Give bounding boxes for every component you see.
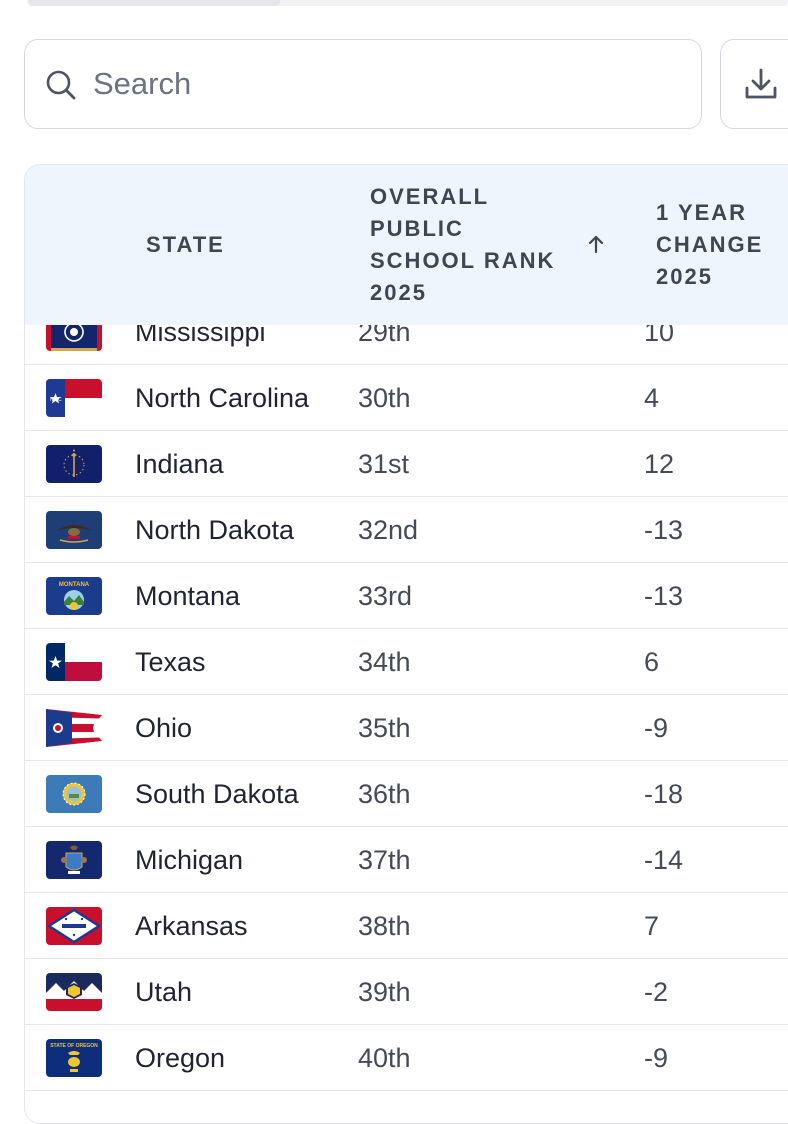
- change-value: -13: [644, 581, 684, 611]
- rank-value: 35th: [358, 713, 411, 743]
- change-value: 4: [644, 383, 660, 413]
- rank-value: 30th: [358, 383, 411, 413]
- state-name: North Carolina: [135, 383, 310, 413]
- arrow-up-icon[interactable]: [585, 233, 607, 255]
- change-value: -18: [644, 779, 684, 809]
- oregon-flag-text: STATE OF OREGON: [50, 1043, 98, 1049]
- table-row[interactable]: Indiana 31st 12: [25, 431, 788, 497]
- rankings-table: Mississippi 29th 10 N C North Carolina 3…: [24, 164, 788, 1124]
- rank-value: 38th: [358, 911, 411, 941]
- rank-value: 40th: [358, 1043, 411, 1073]
- table-row[interactable]: Utah 39th -2: [25, 959, 788, 1025]
- montana-flag-icon: MONTANA: [46, 577, 102, 615]
- ohio-flag-icon: [46, 709, 102, 747]
- table-row[interactable]: N C North Carolina 30th 4: [25, 365, 788, 431]
- indiana-flag-icon: [46, 445, 102, 483]
- svg-text:C: C: [58, 397, 62, 403]
- change-value: -14: [644, 845, 684, 875]
- rank-value: 36th: [358, 779, 411, 809]
- table-row[interactable]: Ohio 35th -9: [25, 695, 788, 761]
- state-name: Indiana: [135, 449, 224, 479]
- search-input[interactable]: [93, 62, 653, 106]
- rank-value: 37th: [358, 845, 411, 875]
- rank-value: 39th: [358, 977, 411, 1007]
- table-row[interactable]: Michigan 37th -14: [25, 827, 788, 893]
- change-value: -2: [644, 977, 669, 1007]
- arkansas-flag-icon: [46, 907, 102, 945]
- table-row[interactable]: Arkansas 38th 7: [25, 893, 788, 959]
- rank-value: 32nd: [358, 515, 419, 545]
- top-tab-bar: [28, 0, 788, 6]
- change-value: -9: [644, 713, 669, 743]
- north-carolina-flag-icon: N C: [46, 379, 102, 417]
- search-icon: [46, 70, 76, 100]
- top-tab-active: [28, 0, 280, 6]
- rank-value: 33rd: [358, 581, 413, 611]
- state-name: Arkansas: [135, 911, 248, 941]
- state-name: Utah: [135, 977, 193, 1007]
- state-name: Ohio: [135, 713, 193, 743]
- download-button[interactable]: [720, 39, 788, 129]
- table-row[interactable]: South Dakota 36th -18: [25, 761, 788, 827]
- download-icon: [745, 68, 777, 99]
- column-header-change[interactable]: 1 YEAR CHANGE 2025: [656, 200, 764, 289]
- utah-flag-icon: [46, 973, 102, 1011]
- michigan-flag-icon: [46, 841, 102, 879]
- state-name: North Dakota: [135, 515, 295, 545]
- north-dakota-flag-icon: [46, 511, 102, 549]
- montana-flag-text: MONTANA: [59, 582, 90, 588]
- state-name: Oregon: [135, 1043, 226, 1073]
- table-row[interactable]: STATE OF OREGON Oregon 40th -9: [25, 1025, 788, 1091]
- column-header-rank[interactable]: OVERALL PUBLIC SCHOOL RANK 2025: [370, 184, 556, 305]
- rank-value: 31st: [358, 449, 410, 479]
- search-box[interactable]: [24, 39, 702, 129]
- svg-text:N: N: [50, 397, 54, 403]
- texas-flag-icon: [46, 643, 102, 681]
- table-row[interactable]: MONTANA Montana 33rd -13: [25, 563, 788, 629]
- table-row[interactable]: North Dakota 32nd -13: [25, 497, 788, 563]
- state-name: Montana: [135, 581, 241, 611]
- south-dakota-flag-icon: [46, 775, 102, 813]
- change-value: 7: [644, 911, 660, 941]
- state-name: South Dakota: [135, 779, 299, 809]
- oregon-flag-icon: STATE OF OREGON: [46, 1039, 102, 1077]
- table-row[interactable]: Texas 34th 6: [25, 629, 788, 695]
- change-value: -9: [644, 1043, 669, 1073]
- column-header-state[interactable]: STATE: [146, 232, 225, 257]
- change-value: 6: [644, 647, 660, 677]
- change-value: 12: [644, 449, 675, 479]
- change-value: -13: [644, 515, 684, 545]
- state-name: Texas: [135, 647, 206, 677]
- state-name: Michigan: [135, 845, 244, 875]
- table-header: STATE OVERALL PUBLIC SCHOOL RANK 2025 1 …: [25, 165, 788, 325]
- rank-value: 34th: [358, 647, 411, 677]
